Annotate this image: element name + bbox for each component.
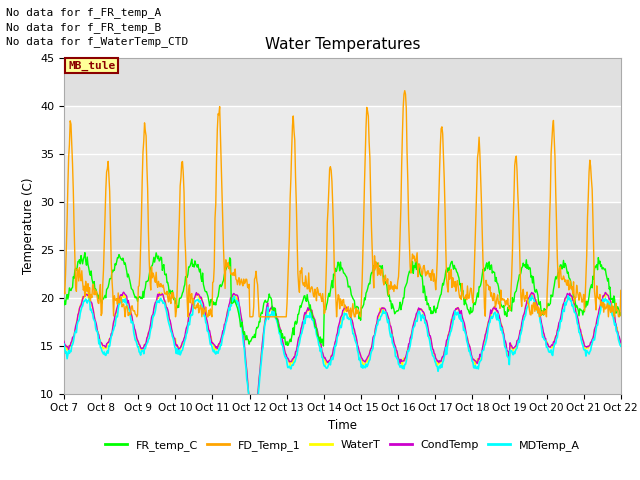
- WaterT: [412, 316, 419, 322]
- Line: MDTemp_A: MDTemp_A: [64, 296, 621, 398]
- CondTemp: [60, 338, 68, 344]
- WaterT: [70, 332, 78, 338]
- FR_temp_C: [128, 287, 136, 292]
- WaterT: [185, 317, 193, 323]
- FR_temp_C: [617, 310, 625, 316]
- CondTemp: [617, 340, 625, 346]
- FD_Temp_1: [185, 287, 193, 293]
- MDTemp_A: [528, 293, 536, 299]
- X-axis label: Time: Time: [328, 419, 357, 432]
- Legend: FR_temp_C, FD_Temp_1, WaterT, CondTemp, MDTemp_A: FR_temp_C, FD_Temp_1, WaterT, CondTemp, …: [100, 435, 584, 455]
- CondTemp: [70, 333, 78, 338]
- MDTemp_A: [617, 343, 625, 349]
- CondTemp: [428, 341, 436, 347]
- MDTemp_A: [411, 323, 419, 329]
- FD_Temp_1: [128, 303, 136, 309]
- Bar: [64, 298, 621, 346]
- MDTemp_A: [70, 335, 78, 340]
- FD_Temp_1: [214, 111, 222, 117]
- Bar: [64, 346, 621, 394]
- FD_Temp_1: [70, 223, 78, 229]
- Line: FR_temp_C: FR_temp_C: [64, 252, 621, 346]
- FD_Temp_1: [401, 88, 408, 94]
- FR_temp_C: [412, 259, 419, 265]
- MDTemp_A: [127, 320, 135, 326]
- FR_temp_C: [81, 250, 89, 255]
- MDTemp_A: [245, 396, 253, 401]
- Text: No data for f_FR_temp_A: No data for f_FR_temp_A: [6, 7, 162, 18]
- CondTemp: [128, 314, 136, 320]
- CondTemp: [412, 314, 419, 320]
- WaterT: [60, 344, 68, 350]
- MDTemp_A: [214, 350, 221, 356]
- FD_Temp_1: [428, 268, 436, 274]
- MDTemp_A: [60, 341, 68, 347]
- Bar: [64, 106, 621, 202]
- WaterT: [127, 311, 135, 316]
- WaterT: [214, 342, 222, 348]
- CondTemp: [214, 343, 222, 349]
- Line: WaterT: WaterT: [64, 292, 621, 398]
- WaterT: [617, 342, 625, 348]
- FD_Temp_1: [617, 288, 625, 293]
- FR_temp_C: [214, 294, 222, 300]
- FR_temp_C: [428, 308, 436, 314]
- WaterT: [428, 343, 436, 348]
- Text: MB_tule: MB_tule: [68, 60, 115, 71]
- WaterT: [246, 396, 253, 401]
- MDTemp_A: [428, 347, 435, 353]
- Line: CondTemp: CondTemp: [64, 292, 621, 398]
- Y-axis label: Temperature (C): Temperature (C): [22, 177, 35, 274]
- FR_temp_C: [319, 343, 327, 349]
- FD_Temp_1: [60, 287, 68, 292]
- WaterT: [156, 289, 163, 295]
- Title: Water Temperatures: Water Temperatures: [265, 37, 420, 52]
- FR_temp_C: [70, 276, 78, 281]
- Bar: [64, 202, 621, 298]
- FD_Temp_1: [122, 314, 129, 320]
- Text: No data for f_WaterTemp_CTD: No data for f_WaterTemp_CTD: [6, 36, 189, 47]
- CondTemp: [120, 289, 127, 295]
- CondTemp: [246, 396, 253, 401]
- FR_temp_C: [185, 264, 193, 270]
- Text: No data for f_FR_temp_B: No data for f_FR_temp_B: [6, 22, 162, 33]
- FR_temp_C: [60, 302, 68, 308]
- MDTemp_A: [184, 324, 192, 330]
- Bar: [64, 58, 621, 106]
- FD_Temp_1: [412, 259, 419, 265]
- Line: FD_Temp_1: FD_Temp_1: [64, 91, 621, 317]
- CondTemp: [185, 314, 193, 320]
